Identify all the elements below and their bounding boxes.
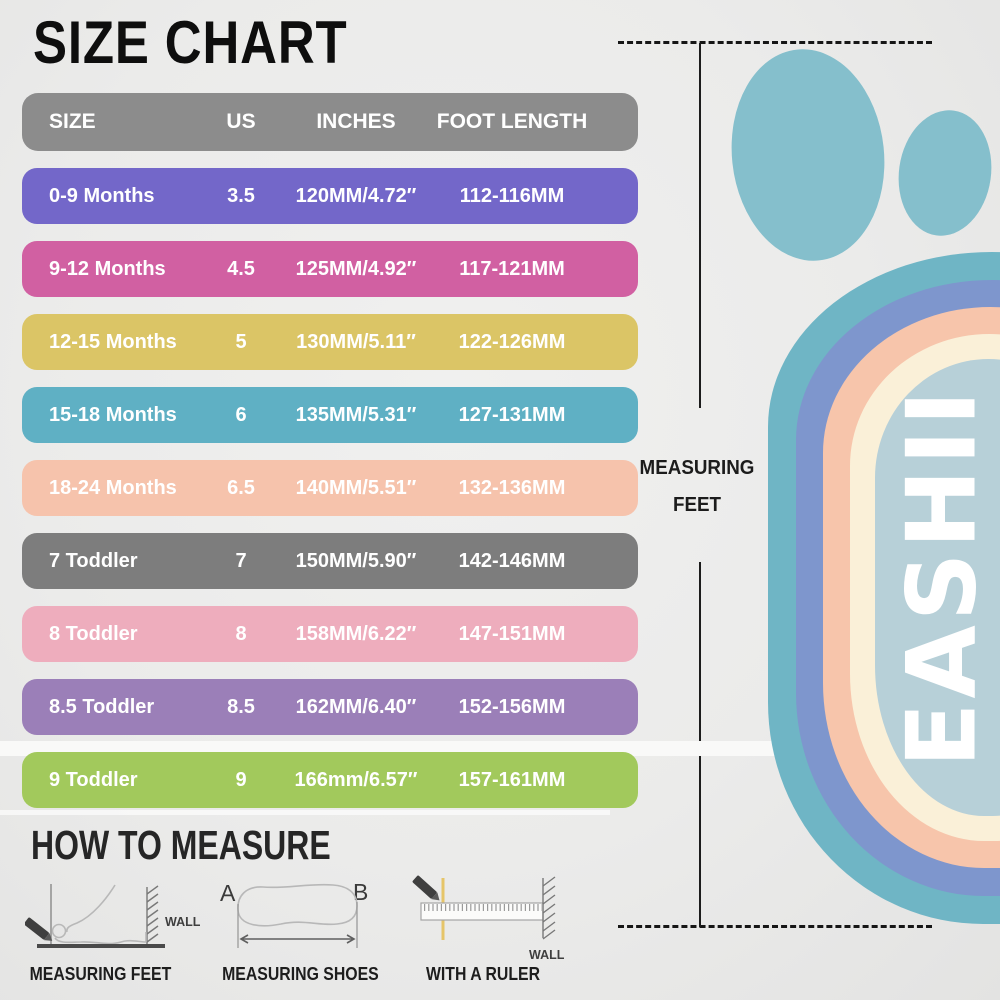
- wall-label: WALL: [529, 948, 565, 962]
- cell-inches: 130MM/5.11″: [296, 330, 416, 353]
- length-arrow: [239, 934, 356, 944]
- foot-ring-peach: [823, 307, 1000, 868]
- brand-logo: EASHII: [843, 386, 1000, 768]
- cell-us: 4.5: [227, 257, 255, 280]
- column-header-size: SIZE: [49, 110, 96, 133]
- table-body: 0-9 Months 3.5 120MM/4.72″ 112-116MM 9-12 Mo…: [22, 168, 638, 808]
- cell-inches: 135MM/5.31″: [295, 403, 417, 426]
- with-a-ruler-caption: WITH A RULER: [425, 964, 541, 984]
- pencil-icon: [412, 875, 440, 901]
- small-toe-shape: [890, 104, 1000, 242]
- page-title: SIZE CHART: [33, 9, 348, 76]
- measuring-feet-icon: WALL: [25, 884, 201, 948]
- measuring-feet-caption: MEASURING FEET: [29, 964, 172, 984]
- cell-size: 7 Toddler: [49, 549, 138, 572]
- cell-us: 8.5: [227, 695, 255, 718]
- cell-us: 7: [235, 549, 247, 572]
- table-row: 9-12 Months 4.5 125MM/4.92″ 117-121MM: [22, 241, 638, 297]
- cell-size: 8 Toddler: [49, 622, 138, 645]
- cell-inches: 158MM/6.22″: [295, 622, 417, 645]
- shoe-outline: [237, 883, 358, 927]
- wall-hatch: [542, 876, 556, 940]
- measuring-shoes-caption: MEASURING SHOES: [222, 964, 379, 984]
- foot-ring-teal: [768, 252, 1000, 924]
- table-row: 9 Toddler 9 166mm/6.57″ 157-161MM: [22, 752, 638, 808]
- cell-inches: 120MM/4.72″: [295, 184, 417, 207]
- cell-us: 3.5: [227, 184, 255, 207]
- cell-inches: 150MM/5.90″: [295, 549, 417, 572]
- table-row: 12-15 Months 5 130MM/5.11″ 122-126MM: [22, 314, 638, 370]
- table-row: 8 Toddler 8 158MM/6.22″ 147-151MM: [22, 606, 638, 662]
- measuring-feet-label-line1: MEASURING: [639, 457, 755, 479]
- point-b-label: B: [353, 879, 368, 905]
- wall-hatch: [146, 885, 159, 944]
- cell-foot-length: 152-156MM: [458, 695, 566, 718]
- pencil-icon: [25, 917, 53, 941]
- measuring-feet-label-line2: FEET: [672, 494, 722, 516]
- cell-inches: 166mm/6.57″: [294, 768, 418, 791]
- cell-size: 9-12 Months: [49, 257, 166, 280]
- cell-foot-length: 112-116MM: [459, 184, 565, 207]
- cell-us: 9: [235, 768, 247, 791]
- measure-vertical-line-upper: [699, 43, 701, 408]
- cell-size: 18-24 Months: [49, 476, 177, 499]
- measure-line-top: [618, 41, 932, 44]
- big-toe-shape: [721, 41, 895, 269]
- how-to-measure-heading: HOW TO MEASURE: [31, 822, 331, 868]
- foot-ring-cream: [850, 334, 1000, 841]
- table-row: 8.5 Toddler 8.5 162MM/6.40″ 152-156MM: [22, 679, 638, 735]
- cell-foot-length: 132-136MM: [458, 476, 566, 499]
- measure-line-bottom: [618, 925, 932, 928]
- cell-foot-length: 157-161MM: [458, 768, 566, 791]
- point-a-label: A: [220, 880, 236, 906]
- size-table: SIZE US INCHES FOOT LENGTH 0-9 Months 3.5…: [22, 93, 638, 808]
- divider-stripe-bottom: [0, 810, 610, 815]
- column-header-us: US: [226, 110, 256, 133]
- column-header-inches: INCHES: [316, 110, 396, 133]
- cell-us: 5: [235, 330, 247, 353]
- table-row: 0-9 Months 3.5 120MM/4.72″ 112-116MM: [22, 168, 638, 224]
- cell-size: 12-15 Months: [49, 330, 177, 353]
- cell-inches: 162MM/6.40″: [295, 695, 417, 718]
- foot-ring-blue: [796, 280, 1000, 896]
- cell-us: 8: [235, 622, 247, 645]
- cell-size: 15-18 Months: [49, 403, 177, 426]
- ruler-body: [420, 902, 544, 921]
- cell-foot-length: 117-121MM: [459, 257, 565, 280]
- measuring-feet-label: MEASURING FEET: [622, 450, 772, 524]
- table-row: 18-24 Months 6.5 140MM/5.51″ 132-136MM: [22, 460, 638, 516]
- cell-size: 9 Toddler: [49, 768, 138, 791]
- table-row: 15-18 Months 6 135MM/5.31″ 127-131MM: [22, 387, 638, 443]
- cell-inches: 125MM/4.92″: [295, 257, 417, 280]
- cell-us: 6.5: [227, 476, 255, 499]
- cell-foot-length: 122-126MM: [458, 330, 566, 353]
- cell-us: 6: [235, 403, 247, 426]
- cell-inches: 140MM/5.51″: [295, 476, 417, 499]
- ruler-icon: WALL: [412, 875, 565, 962]
- table-row: 7 Toddler 7 150MM/5.90″ 142-146MM: [22, 533, 638, 589]
- cell-foot-length: 147-151MM: [458, 622, 566, 645]
- foot-sketch: [51, 884, 147, 945]
- measuring-shoes-icon: A B: [220, 879, 368, 948]
- cell-foot-length: 142-146MM: [458, 549, 566, 572]
- cell-size: 8.5 Toddler: [49, 695, 155, 718]
- wall-label: WALL: [165, 915, 201, 929]
- cell-foot-length: 127-131MM: [458, 403, 566, 426]
- foot-insole: [875, 359, 1000, 816]
- cell-size: 0-9 Months: [49, 184, 155, 207]
- table-header-row: SIZE US INCHES FOOT LENGTH: [22, 93, 638, 151]
- brand-logo-text: EASHII: [888, 386, 999, 768]
- column-header-foot-length: FOOT LENGTH: [436, 110, 588, 133]
